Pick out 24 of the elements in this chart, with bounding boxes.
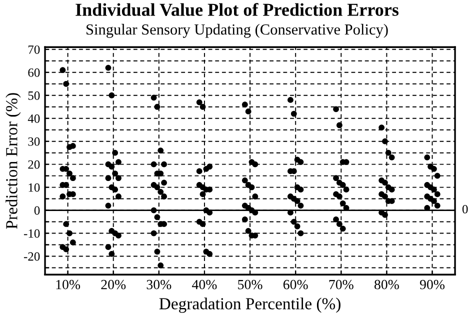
x-tick-label: 60% [283, 280, 308, 290]
x-tick-label: 80% [374, 280, 399, 290]
y-tick-label: -10 [24, 229, 40, 238]
x-tick-label: 50% [238, 280, 262, 290]
y-tick-label: 60 [28, 68, 40, 77]
y-tick-label: 10 [28, 183, 40, 192]
y-axis-title: Prediction Error (%) [6, 93, 21, 229]
y-tick-label: 40 [28, 114, 40, 123]
x-tick-label: 20% [101, 280, 126, 290]
y-tick-label: 50 [28, 91, 40, 100]
y-tick-label: 20 [28, 160, 40, 169]
y-tick-label: -20 [24, 252, 40, 261]
x-tick-label: 40% [192, 280, 217, 290]
ref-line-label: 0 [462, 204, 468, 214]
x-axis-title: Degradation Percentile (%) [159, 298, 340, 313]
y-tick-label: 0 [34, 206, 40, 215]
x-tick-label: 70% [329, 280, 354, 290]
chart-subtitle: Singular Sensory Updating (Conservative Policy) [86, 24, 388, 38]
y-tick-label: 70 [28, 45, 40, 54]
x-tick-label: 10% [56, 280, 80, 290]
x-tick-label: 30% [146, 280, 172, 290]
x-tick-label: 90% [420, 280, 445, 290]
chart-title: Individual Value Plot of Prediction Errors [76, 3, 399, 16]
y-tick-label: 30 [28, 137, 40, 146]
